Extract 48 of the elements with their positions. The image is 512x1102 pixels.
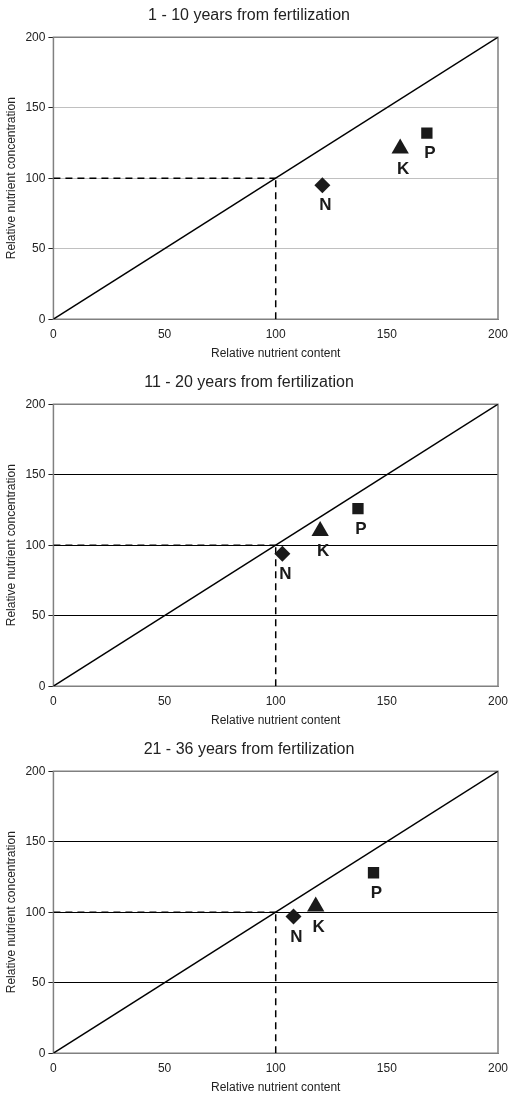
series-label: P xyxy=(370,882,383,902)
chart-title: 11 - 20 years from fertilization xyxy=(144,373,354,391)
y-axis-title: Relative nutrient concentration xyxy=(3,831,18,994)
y-tick-label: 100 xyxy=(25,537,46,552)
x-tick-label: 150 xyxy=(376,693,398,708)
x-tick-label: 100 xyxy=(265,693,287,708)
x-axis-title: Relative nutrient content xyxy=(211,713,342,728)
series-label: N xyxy=(279,563,292,583)
y-tick-label: 50 xyxy=(32,608,46,623)
x-tick-label: 50 xyxy=(157,326,172,341)
x-tick-label: 0 xyxy=(50,693,58,708)
y-tick-label: 0 xyxy=(38,678,46,693)
y-axis-title: Relative nutrient concentration xyxy=(3,97,18,260)
x-axis-title: Relative nutrient content xyxy=(211,1080,342,1095)
chart-title: 1 - 10 years from fertilization xyxy=(148,6,350,24)
series-label: N xyxy=(290,926,303,946)
y-tick-label: 150 xyxy=(25,467,46,482)
y-axis-title: Relative nutrient concentration xyxy=(3,464,18,627)
x-tick-label: 50 xyxy=(157,1060,172,1075)
y-tick-label: 200 xyxy=(25,396,46,411)
series-label: K xyxy=(317,541,331,561)
x-tick-label: 100 xyxy=(265,1060,287,1075)
y-tick-label: 200 xyxy=(25,763,46,778)
x-tick-label: 0 xyxy=(50,326,58,341)
y-tick-label: 0 xyxy=(38,1045,46,1060)
series-label: K xyxy=(397,158,411,178)
x-tick-label: 100 xyxy=(265,326,287,341)
x-tick-label: 200 xyxy=(487,1060,509,1075)
x-tick-label: 150 xyxy=(376,326,398,341)
y-tick-label: 100 xyxy=(25,170,46,185)
x-axis-title: Relative nutrient content xyxy=(211,346,342,361)
y-tick-label: 50 xyxy=(32,975,46,990)
x-tick-label: 200 xyxy=(487,693,509,708)
y-tick-label: 0 xyxy=(38,311,46,326)
series-label: P xyxy=(355,518,367,538)
x-tick-label: 200 xyxy=(487,326,509,341)
y-tick-label: 150 xyxy=(25,100,46,115)
y-tick-label: 150 xyxy=(25,834,46,849)
series-label: K xyxy=(312,916,326,936)
series-label: P xyxy=(424,143,436,163)
x-tick-label: 0 xyxy=(50,1060,58,1075)
series-label: N xyxy=(319,195,332,215)
y-tick-label: 200 xyxy=(25,29,46,44)
chart-title: 21 - 36 years from fertilization xyxy=(143,740,355,758)
y-tick-label: 100 xyxy=(25,904,46,919)
x-tick-label: 150 xyxy=(376,1060,398,1075)
y-tick-label: 50 xyxy=(32,241,46,256)
x-tick-label: 50 xyxy=(157,693,172,708)
